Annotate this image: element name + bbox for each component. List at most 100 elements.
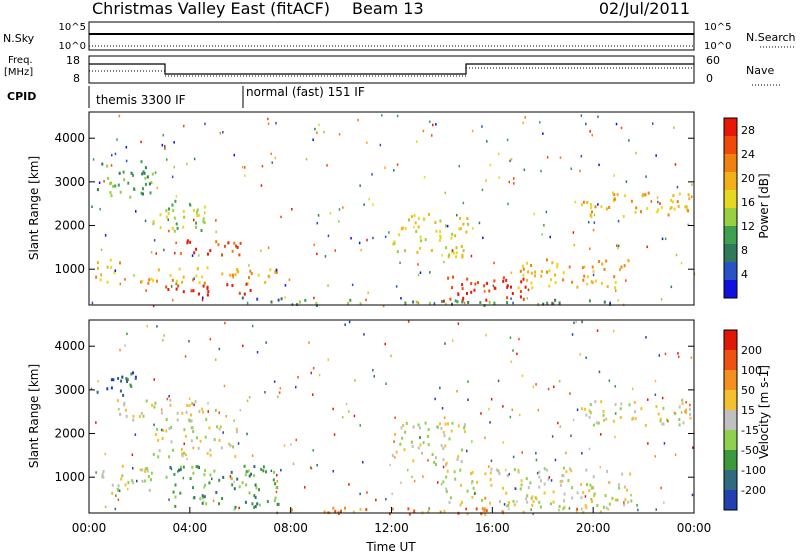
range-time-cell [106, 387, 109, 391]
range-time-cell [461, 300, 464, 304]
range-time-cell [505, 491, 508, 495]
range-time-cell [602, 413, 605, 417]
range-time-cell [349, 298, 352, 302]
scatter-cell [416, 140, 418, 143]
range-time-cell [489, 501, 491, 505]
range-time-cell [197, 213, 200, 217]
range-time-cell [391, 507, 394, 511]
scatter-cell [233, 480, 235, 483]
scatter-cell [547, 387, 550, 391]
scatter-cell [654, 393, 657, 396]
noise-sky-label: N.Sky [3, 32, 35, 45]
scatter-cell [676, 185, 679, 189]
scatter-cell [508, 472, 510, 476]
scatter-cell [132, 467, 134, 470]
scatter-cell [279, 387, 282, 390]
range-time-cell [621, 472, 624, 476]
range-time-cell [616, 193, 619, 197]
range-time-cell [244, 473, 247, 477]
range-time-cell [412, 459, 415, 463]
scatter-cell [118, 408, 120, 411]
colorbar-segment [724, 410, 737, 430]
range-time-cell [672, 194, 675, 198]
scatter-cell [664, 352, 667, 356]
scatter-cell [509, 336, 512, 339]
range-time-cell [526, 261, 529, 265]
range-time-cell [272, 478, 275, 482]
range-time-cell [196, 208, 199, 212]
range-time-cell [684, 205, 687, 209]
range-time-cell [102, 475, 105, 479]
range-time-cell [584, 504, 587, 507]
range-time-cell [540, 479, 542, 483]
scatter-cell [589, 247, 591, 250]
range-time-cell [433, 460, 436, 464]
range-time-cell [179, 491, 182, 495]
range-time-cell [619, 416, 622, 419]
range-time-cell [234, 273, 237, 277]
range-time-cell [132, 481, 135, 485]
scatter-cell [444, 191, 446, 195]
scatter-cell [593, 213, 596, 217]
scatter-cell [654, 379, 657, 383]
colorbar-segment [724, 118, 737, 136]
scatter-cell [664, 237, 667, 241]
range-time-cell [459, 216, 462, 220]
range-time-cell [527, 270, 530, 274]
scatter-cell [400, 481, 402, 484]
range-time-cell [605, 259, 608, 263]
range-time-cell [585, 506, 588, 510]
range-time-cell [451, 421, 454, 425]
scatter-cell [365, 298, 367, 302]
range-time-cell [588, 489, 591, 493]
range-time-cell [142, 187, 144, 191]
range-time-cell [101, 162, 104, 166]
range-time-cell [641, 193, 644, 197]
range-time-cell [178, 267, 181, 271]
scatter-cell [362, 461, 364, 464]
range-time-cell [110, 181, 113, 185]
scatter-cell [576, 408, 579, 411]
colorbar-frame [723, 329, 738, 511]
range-time-cell [203, 495, 206, 499]
scatter-cell [368, 197, 370, 201]
colorbar-tick-label: 16 [741, 196, 755, 209]
range-time-cell [520, 479, 523, 483]
scatter-cell [275, 490, 278, 494]
range-time-cell [218, 439, 221, 442]
range-time-cell [582, 491, 585, 495]
scatter-cell [385, 498, 387, 501]
scatter-cell [160, 408, 163, 411]
scatter-cell [674, 163, 677, 166]
scatter-cell [417, 301, 420, 305]
range-time-cell [96, 261, 99, 265]
scatter-cell [233, 419, 235, 422]
range-time-cell [507, 504, 510, 507]
scatter-cell [275, 122, 277, 125]
range-time-cell [460, 460, 463, 464]
range-time-cell [204, 435, 207, 439]
scatter-cell [484, 436, 486, 440]
scatter-cell [202, 500, 205, 504]
scatter-cell [372, 203, 374, 206]
scatter-cell [246, 432, 248, 436]
scatter-cell [663, 501, 665, 504]
scatter-cell [284, 296, 286, 299]
scatter-cell [327, 234, 330, 238]
scatter-cell [156, 186, 158, 190]
scatter-cell [581, 452, 583, 455]
scatter-cell [379, 143, 382, 147]
scatter-cell [510, 271, 513, 275]
scatter-cell [327, 284, 329, 287]
scatter-cell [572, 418, 575, 422]
range-time-cell [359, 507, 362, 511]
range-time-cell [254, 483, 257, 487]
scatter-cell [304, 486, 306, 489]
range-time-cell [198, 292, 200, 296]
range-time-cell [204, 205, 207, 209]
scatter-cell [509, 415, 512, 419]
range-time-cell [133, 187, 136, 191]
range-time-cell [125, 414, 128, 418]
range-time-cell [147, 475, 150, 478]
scatter-cell [275, 268, 278, 272]
